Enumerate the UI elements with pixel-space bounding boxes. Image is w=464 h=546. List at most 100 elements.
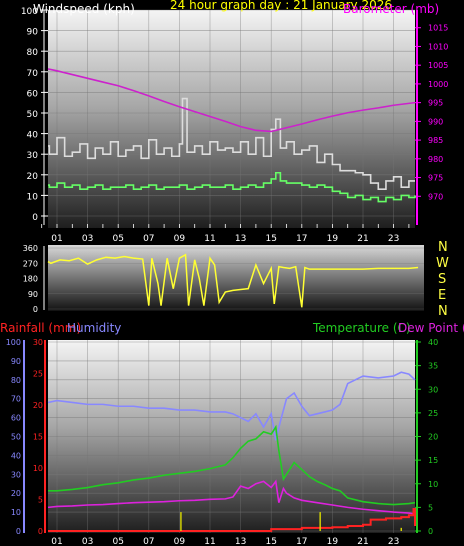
rain-tick-label: 25 [33, 370, 43, 379]
temp-tick-label: 25 [428, 409, 438, 418]
rain-tick-label: 0 [38, 527, 43, 536]
direction-plot-area [48, 245, 424, 311]
humidity-tick-label: 100 [6, 338, 21, 347]
hour-tick-label-bottom: 05 [112, 537, 123, 546]
wind-tick-label: 10 [27, 192, 39, 202]
wind-tick-label: 0 [32, 213, 38, 223]
hour-tick-label-bottom: 01 [51, 537, 62, 546]
humidity-tick-label: 90 [11, 357, 21, 366]
direction-tick-label: 270 [23, 259, 38, 268]
barometer-series [47, 68, 416, 133]
rain-tick-label: 30 [33, 338, 43, 347]
humidity-series [47, 371, 416, 441]
hour-tick-label-bottom: 03 [82, 537, 93, 546]
wind-tick-label: 80 [27, 48, 39, 58]
hour-tick-label-bottom: 17 [296, 537, 307, 546]
hour-tick-label: 03 [82, 234, 93, 244]
humidity-tick-label: 70 [11, 395, 21, 404]
temp-tick-label: 15 [428, 456, 438, 465]
baro-tick-label: 1010 [428, 42, 448, 51]
dewpoint-label: Dew Point (C) [398, 321, 464, 335]
wind-tick-label: 40 [27, 131, 39, 141]
rain-tick-label: 10 [33, 464, 43, 473]
humidity-tick-label: 20 [11, 489, 21, 498]
compass-n-top: N [438, 240, 448, 255]
temp-tick-label: 0 [428, 527, 433, 536]
baro-tick-label: 980 [428, 155, 443, 164]
wind-tick-label: 60 [27, 89, 39, 99]
compass-n-bottom: N [438, 304, 448, 319]
barometer-label: Barometer (mb) [343, 2, 439, 16]
hour-tick-label: 21 [357, 234, 368, 244]
baro-tick-label: 1000 [428, 80, 448, 89]
temp-tick-label: 10 [428, 480, 438, 489]
hour-tick-label: 05 [112, 234, 123, 244]
temperature-series [48, 424, 416, 506]
baro-tick-label: 1005 [428, 61, 448, 70]
compass-w: W [436, 256, 449, 271]
baro-tick-label: 985 [428, 136, 443, 145]
wind-tick-label: 100 [21, 7, 38, 17]
wind-tick-label: 90 [27, 28, 39, 38]
humidity-tick-label: 40 [11, 451, 21, 460]
temp-tick-label: 40 [428, 338, 438, 347]
humidity-tick-label: 50 [11, 433, 21, 442]
humidity-tick-label: 0 [16, 527, 21, 536]
wind-tick-label: 50 [27, 110, 39, 120]
hour-tick-label-bottom: 09 [174, 537, 186, 546]
windspeed-label: Windspeed (kph) [33, 2, 135, 16]
wind-tick-label: 20 [27, 172, 39, 182]
hour-tick-label: 15 [265, 234, 276, 244]
direction-tick-label: 90 [28, 290, 38, 299]
hour-tick-label-bottom: 13 [235, 537, 246, 546]
hour-tick-label: 13 [235, 234, 246, 244]
humidity-tick-label: 80 [11, 376, 21, 385]
direction-tick-label: 180 [23, 275, 38, 284]
wind-average-series [48, 171, 416, 203]
compass-s: S [438, 272, 446, 287]
hour-tick-label-bottom: 19 [327, 537, 339, 546]
dewpoint-series [47, 479, 416, 515]
hour-tick-label-bottom: 23 [388, 537, 399, 546]
hour-tick-label: 11 [204, 234, 215, 244]
chart-title: 24 hour graph day : 21 January 2026 [170, 0, 392, 12]
temp-tick-label: 30 [428, 385, 438, 394]
hour-tick-label-bottom: 15 [265, 537, 276, 546]
direction-tick-label: 0 [33, 305, 38, 314]
wind-direction-series [47, 253, 419, 308]
hour-tick-label: 07 [143, 234, 154, 244]
temperature-label: Temperature (C) [312, 321, 411, 335]
baro-tick-label: 1015 [428, 24, 448, 33]
baro-tick-label: 995 [428, 99, 443, 108]
humidity-tick-label: 10 [11, 508, 21, 517]
hour-tick-label-bottom: 11 [204, 537, 215, 546]
baro-tick-label: 990 [428, 117, 443, 126]
hour-tick-label: 19 [327, 234, 339, 244]
rain-tick-label: 15 [33, 433, 43, 442]
rain-tick-label: 5 [38, 496, 43, 505]
temp-tick-label: 35 [428, 362, 438, 371]
wind-tick-label: 70 [27, 69, 39, 79]
humidity-tick-label: 30 [11, 470, 21, 479]
humidity-tick-label: 60 [11, 414, 21, 423]
rain-tick-label: 20 [33, 401, 43, 410]
baro-tick-label: 975 [428, 174, 443, 183]
hour-tick-label: 01 [51, 234, 62, 244]
hour-tick-label: 09 [174, 234, 186, 244]
rainfall-label: Rainfall (mm) [0, 321, 81, 335]
temp-tick-label: 20 [428, 433, 438, 442]
direction-tick-label: 360 [23, 244, 38, 253]
hour-tick-label: 17 [296, 234, 307, 244]
hour-tick-label: 23 [388, 234, 399, 244]
baro-tick-label: 970 [428, 192, 443, 201]
compass-e: E [438, 288, 446, 303]
rainfall-series [48, 507, 416, 532]
wind-tick-label: 30 [27, 151, 39, 161]
wind-gust-series [48, 97, 415, 191]
wind-baro-plot-area [48, 10, 415, 228]
temp-tick-label: 5 [428, 503, 433, 512]
hour-tick-label-bottom: 21 [357, 537, 368, 546]
hour-tick-label-bottom: 07 [143, 537, 154, 546]
